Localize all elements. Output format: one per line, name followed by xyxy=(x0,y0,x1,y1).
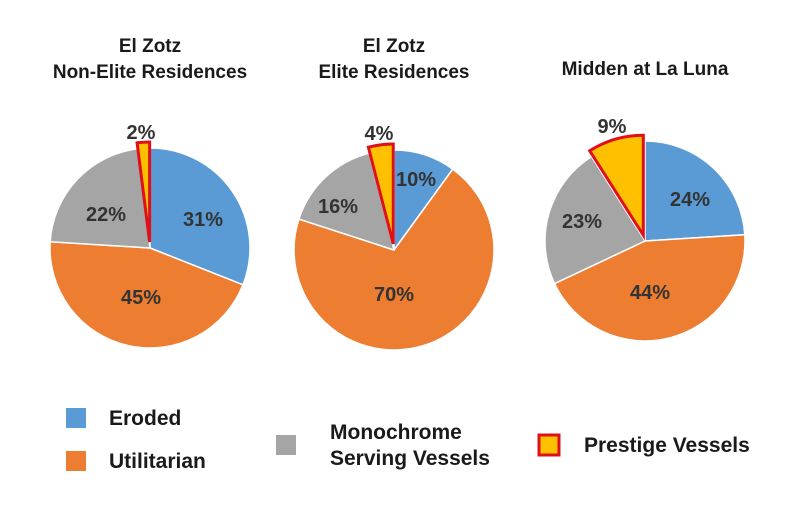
slice-label-utilitarian: 44% xyxy=(630,282,670,304)
legend-label-eroded: Eroded xyxy=(109,407,181,430)
pie-slice-prestige-vessels xyxy=(135,140,152,243)
chart-title-line: Non-Elite Residences xyxy=(53,62,247,83)
legend-label-line: Serving Vessels xyxy=(330,447,490,470)
pie-slice-utilitarian xyxy=(49,240,244,349)
chart-title: El Zotz Non-Elite Residences xyxy=(53,36,247,83)
pie-slice-prestige-vessels xyxy=(587,133,645,241)
legend: Eroded Utilitarian Monochrome Serving Vesse… xyxy=(66,407,750,473)
slice-label-eroded: 31% xyxy=(183,209,223,231)
legend-swatch-utilitarian xyxy=(66,451,86,471)
pie-slice-monochrome-serving-vessels xyxy=(544,155,647,285)
chart-title-line: Elite Residences xyxy=(318,62,469,83)
pie-chart-1: El Zotz Non-Elite Residences 31% 45% 22% 2% xyxy=(49,36,251,349)
legend-label-prestige-vessels: Prestige Vessels xyxy=(584,434,750,457)
pie-slice-prestige-vessels xyxy=(366,142,395,245)
slice-label-utilitarian: 70% xyxy=(374,284,414,306)
chart-title: El Zotz Elite Residences xyxy=(318,36,469,83)
legend-label-line: Monochrome xyxy=(330,421,462,444)
legend-swatch-eroded xyxy=(66,408,86,428)
pie-chart-3: Midden at La Luna 24% 44% 23% 9% xyxy=(544,59,746,342)
pie-slice-utilitarian xyxy=(293,168,495,351)
pie-slice-monochrome-serving-vessels xyxy=(49,147,151,249)
slice-label-eroded: 24% xyxy=(670,189,710,211)
slice-label-monochrome-serving-vessels: 22% xyxy=(86,204,126,226)
legend-swatch-monochrome-serving-vessels xyxy=(276,435,296,455)
legend-label-line: Utilitarian xyxy=(109,450,206,473)
chart-title: Midden at La Luna xyxy=(562,59,729,80)
chart-title-line: El Zotz xyxy=(119,36,181,57)
legend-label-line: Eroded xyxy=(109,407,181,430)
pie-slice-eroded xyxy=(644,140,746,242)
pie-slice-monochrome-serving-vessels xyxy=(297,152,396,252)
slice-label-monochrome-serving-vessels: 16% xyxy=(318,196,358,218)
slice-label-prestige-vessels: 9% xyxy=(598,116,627,138)
legend-swatch-prestige-vessels xyxy=(537,433,561,457)
slice-label-monochrome-serving-vessels: 23% xyxy=(562,211,602,233)
chart-title-line: Midden at La Luna xyxy=(562,59,729,80)
slice-label-prestige-vessels: 4% xyxy=(365,123,394,145)
pie-slice-eroded xyxy=(149,147,251,286)
chart-title-line: El Zotz xyxy=(363,36,425,57)
pie-chart-2: El Zotz Elite Residences 10% 70% 16% 4% xyxy=(293,36,495,351)
slice-label-eroded: 10% xyxy=(396,169,436,191)
legend-label-monochrome-serving-vessels: Monochrome Serving Vessels xyxy=(330,421,490,470)
legend-label-utilitarian: Utilitarian xyxy=(109,450,206,473)
slice-label-prestige-vessels: 2% xyxy=(127,122,156,144)
slice-label-utilitarian: 45% xyxy=(121,287,161,309)
legend-label-line: Prestige Vessels xyxy=(584,434,750,457)
